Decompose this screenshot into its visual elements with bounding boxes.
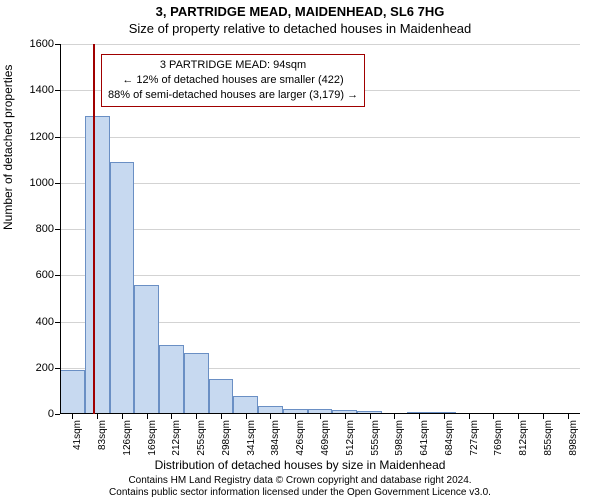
xtick-mark bbox=[171, 414, 172, 419]
chart-subtitle: Size of property relative to detached ho… bbox=[0, 21, 600, 36]
xtick-label: 855sqm bbox=[543, 420, 554, 460]
xtick-mark bbox=[568, 414, 569, 419]
ytick-mark bbox=[55, 368, 60, 369]
ytick-mark bbox=[55, 90, 60, 91]
xtick-label: 898sqm bbox=[568, 420, 579, 460]
xtick-label: 512sqm bbox=[345, 420, 356, 460]
grid-line bbox=[60, 275, 580, 276]
histogram-bar bbox=[184, 353, 209, 414]
ytick-label: 0 bbox=[14, 408, 54, 420]
xtick-mark bbox=[518, 414, 519, 419]
xtick-mark bbox=[270, 414, 271, 419]
xtick-label: 555sqm bbox=[370, 420, 381, 460]
ytick-label: 800 bbox=[14, 223, 54, 235]
histogram-bar bbox=[159, 345, 184, 414]
xtick-label: 126sqm bbox=[122, 420, 133, 460]
xtick-label: 298sqm bbox=[221, 420, 232, 460]
annotation-line3: 88% of semi-detached houses are larger (… bbox=[108, 88, 358, 103]
xtick-label: 684sqm bbox=[444, 420, 455, 460]
xtick-label: 255sqm bbox=[196, 420, 207, 460]
histogram-bar bbox=[134, 285, 159, 415]
annotation-box: 3 PARTRIDGE MEAD: 94sqm ← 12% of detache… bbox=[101, 54, 365, 107]
xtick-mark bbox=[246, 414, 247, 419]
footer-copyright: Contains HM Land Registry data © Crown c… bbox=[0, 475, 600, 486]
xtick-mark bbox=[320, 414, 321, 419]
xtick-label: 598sqm bbox=[394, 420, 405, 460]
ytick-mark bbox=[55, 275, 60, 276]
chart-container: 3, PARTRIDGE MEAD, MAIDENHEAD, SL6 7HG S… bbox=[0, 0, 600, 500]
xtick-mark bbox=[419, 414, 420, 419]
xtick-mark bbox=[469, 414, 470, 419]
histogram-bar bbox=[209, 379, 234, 414]
xtick-mark bbox=[122, 414, 123, 419]
grid-line bbox=[60, 229, 580, 230]
ytick-mark bbox=[55, 229, 60, 230]
xtick-mark bbox=[444, 414, 445, 419]
xtick-mark bbox=[221, 414, 222, 419]
y-axis-label: Number of detached properties bbox=[1, 65, 15, 230]
xtick-label: 641sqm bbox=[419, 420, 430, 460]
xtick-label: 341sqm bbox=[246, 420, 257, 460]
property-marker-line bbox=[93, 44, 95, 414]
xtick-mark bbox=[493, 414, 494, 419]
ytick-label: 1600 bbox=[14, 38, 54, 50]
ytick-label: 1000 bbox=[14, 177, 54, 189]
ytick-mark bbox=[55, 322, 60, 323]
annotation-line1: 3 PARTRIDGE MEAD: 94sqm bbox=[108, 58, 358, 73]
xtick-label: 41sqm bbox=[72, 420, 83, 460]
footer-licence: Contains public sector information licen… bbox=[0, 487, 600, 498]
y-axis-line bbox=[60, 44, 61, 414]
ytick-label: 1200 bbox=[14, 131, 54, 143]
histogram-bar bbox=[85, 116, 110, 414]
xtick-mark bbox=[295, 414, 296, 419]
xtick-mark bbox=[147, 414, 148, 419]
xtick-mark bbox=[370, 414, 371, 419]
xtick-label: 769sqm bbox=[493, 420, 504, 460]
xtick-mark bbox=[72, 414, 73, 419]
xtick-label: 83sqm bbox=[97, 420, 108, 460]
ytick-mark bbox=[55, 137, 60, 138]
histogram-bar bbox=[233, 396, 258, 415]
xtick-mark bbox=[543, 414, 544, 419]
xtick-mark bbox=[345, 414, 346, 419]
xtick-label: 469sqm bbox=[320, 420, 331, 460]
ytick-label: 200 bbox=[14, 362, 54, 374]
xtick-label: 812sqm bbox=[518, 420, 529, 460]
grid-line bbox=[60, 137, 580, 138]
ytick-mark bbox=[55, 414, 60, 415]
xtick-mark bbox=[196, 414, 197, 419]
xtick-mark bbox=[394, 414, 395, 419]
ytick-label: 1400 bbox=[14, 84, 54, 96]
grid-line bbox=[60, 44, 580, 45]
ytick-mark bbox=[55, 44, 60, 45]
xtick-label: 212sqm bbox=[171, 420, 182, 460]
histogram-bar bbox=[60, 370, 85, 414]
ytick-label: 400 bbox=[14, 316, 54, 328]
annotation-line2: ← 12% of detached houses are smaller (42… bbox=[108, 73, 358, 88]
xtick-label: 426sqm bbox=[295, 420, 306, 460]
x-axis-label: Distribution of detached houses by size … bbox=[0, 458, 600, 472]
xtick-label: 727sqm bbox=[469, 420, 480, 460]
xtick-label: 169sqm bbox=[147, 420, 158, 460]
xtick-mark bbox=[97, 414, 98, 419]
xtick-label: 384sqm bbox=[270, 420, 281, 460]
ytick-label: 600 bbox=[14, 269, 54, 281]
chart-title-address: 3, PARTRIDGE MEAD, MAIDENHEAD, SL6 7HG bbox=[0, 4, 600, 19]
grid-line bbox=[60, 183, 580, 184]
histogram-bar bbox=[110, 162, 135, 414]
ytick-mark bbox=[55, 183, 60, 184]
